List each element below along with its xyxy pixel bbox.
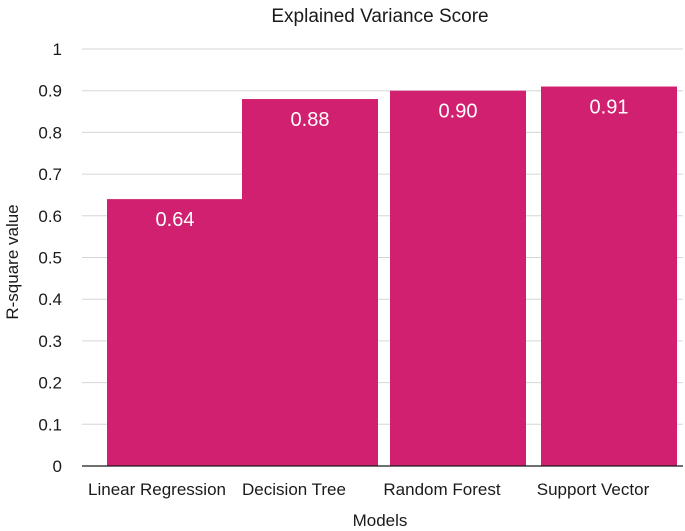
y-tick-label: 0.9 (38, 82, 62, 101)
bar (541, 86, 677, 466)
y-axis-label: R-square value (3, 204, 22, 319)
bar (390, 90, 526, 466)
data-label: 0.90 (439, 101, 478, 123)
y-tick-label: 0.5 (38, 249, 62, 268)
x-axis-label: Models (353, 511, 408, 530)
bar (107, 199, 243, 466)
x-tick-label: Support Vector (537, 480, 650, 499)
y-tick-label: 0.8 (38, 123, 62, 142)
y-tick-label: 0.3 (38, 332, 62, 351)
data-label: 0.64 (156, 209, 195, 231)
y-tick-label: 0.2 (38, 374, 62, 393)
y-tick-label: 0.1 (38, 415, 62, 434)
bar (242, 99, 378, 466)
chart-title: Explained Variance Score (271, 6, 488, 27)
data-label: 0.88 (291, 109, 330, 131)
bars: 0.64 0.88 0.90 0.91 (107, 86, 677, 466)
data-label: 0.91 (590, 97, 629, 119)
x-tick-label: Linear Regression (88, 480, 226, 499)
y-tick-label: 0.6 (38, 207, 62, 226)
y-tick-label: 0 (53, 457, 62, 476)
x-tick-label: Decision Tree (242, 480, 346, 499)
y-tick-label: 0.4 (38, 290, 62, 309)
x-axis-ticks: Linear Regression Decision Tree Random For… (88, 480, 650, 499)
x-tick-label: Random Forest (383, 480, 500, 499)
y-tick-label: 1 (53, 40, 62, 59)
y-axis-ticks: 0 0.1 0.2 0.3 0.4 0.5 0.6 0.7 0.8 0.9 1 (38, 40, 62, 476)
y-tick-label: 0.7 (38, 165, 62, 184)
